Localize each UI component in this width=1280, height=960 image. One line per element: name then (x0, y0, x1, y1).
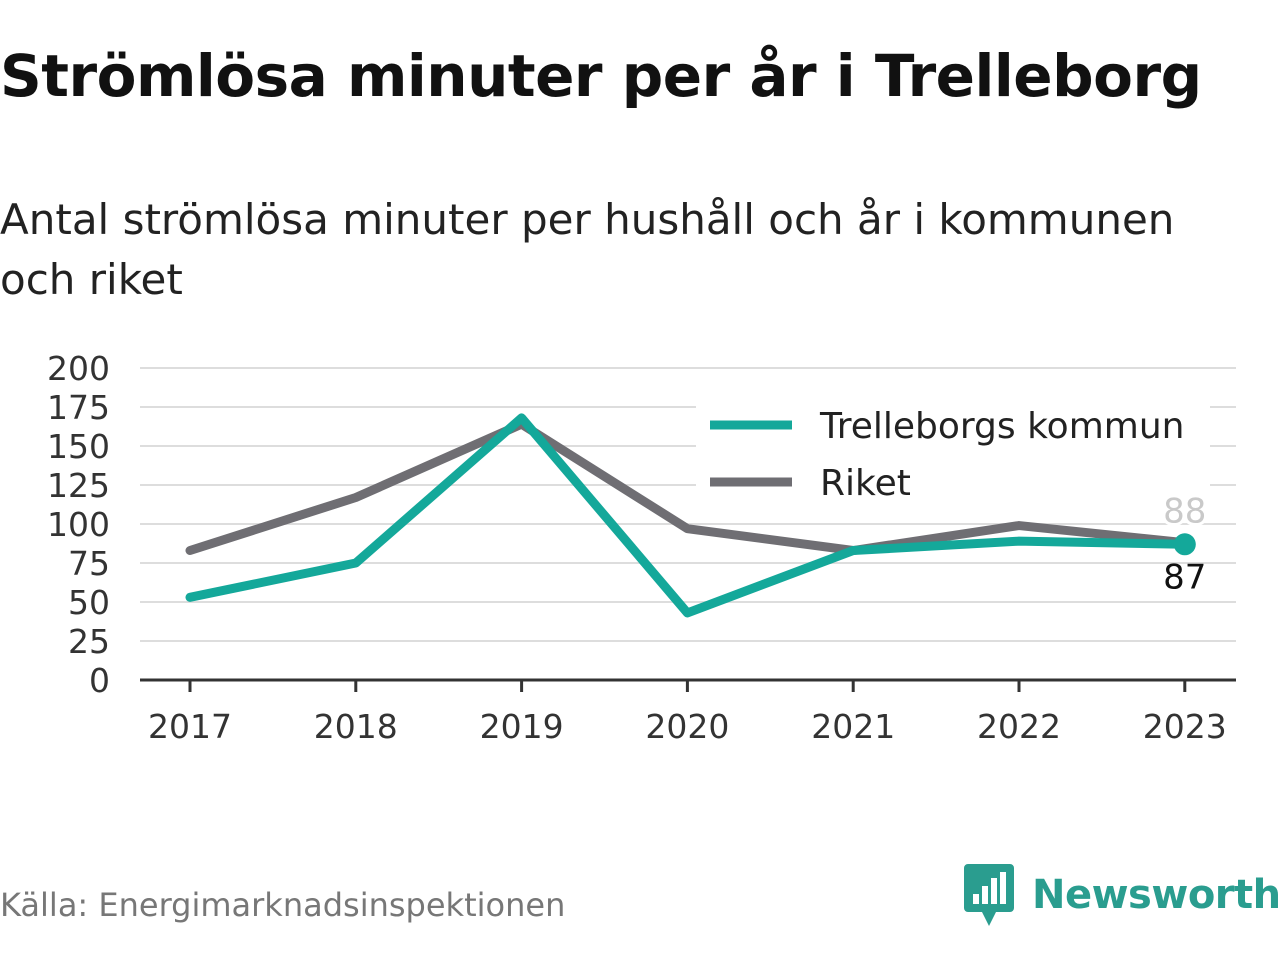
end-value-label-riket: 88 (1163, 492, 1206, 532)
series-line-riket (185, 419, 1190, 556)
y-tick-label: 175 (47, 388, 110, 427)
grid-lines (140, 367, 1236, 642)
y-tick-label: 200 (47, 349, 110, 388)
y-tick-label: 50 (68, 583, 110, 622)
newsworthy-logo-text: Newsworthy (1032, 872, 1280, 918)
x-tick-label: 2022 (977, 707, 1061, 746)
x-tick-label: 2017 (148, 707, 232, 746)
y-tick-label: 150 (47, 427, 110, 466)
end-value-label-kommun: 87 (1163, 557, 1206, 597)
x-tick-label: 2019 (480, 707, 564, 746)
source-note: Källa: Energimarknadsinspektionen (0, 886, 566, 924)
y-tick-label: 100 (47, 505, 110, 544)
newsworthy-logo-icon (964, 864, 1014, 926)
y-tick-label: 0 (89, 661, 110, 700)
newsworthy-logo: Newsworthy (964, 864, 1280, 926)
y-tick-label: 25 (68, 622, 110, 661)
legend-label-riket: Riket (820, 463, 911, 504)
end-value-labels: 88 87 (1160, 489, 1209, 598)
x-tick-label: 2020 (645, 707, 729, 746)
chart-subtitle: Antal strömlösa minuter per hushåll och … (0, 195, 1175, 304)
x-tick-label: 2021 (811, 707, 895, 746)
x-axis: 2017 2018 2019 2020 2021 2022 2023 (140, 678, 1236, 746)
legend: Trelleborgs kommun Riket (696, 404, 1210, 514)
series-lines (185, 413, 1196, 618)
legend-label-kommun: Trelleborgs kommun (819, 406, 1184, 447)
y-tick-label: 125 (47, 466, 110, 505)
chart-title: Strömlösa minuter per år i Trelleborg (0, 42, 1202, 110)
series-line-kommun (185, 413, 1190, 618)
x-tick-label: 2023 (1143, 707, 1227, 746)
x-tick-label: 2018 (314, 707, 398, 746)
end-point-marker (1173, 533, 1196, 556)
y-tick-label: 75 (68, 544, 110, 583)
